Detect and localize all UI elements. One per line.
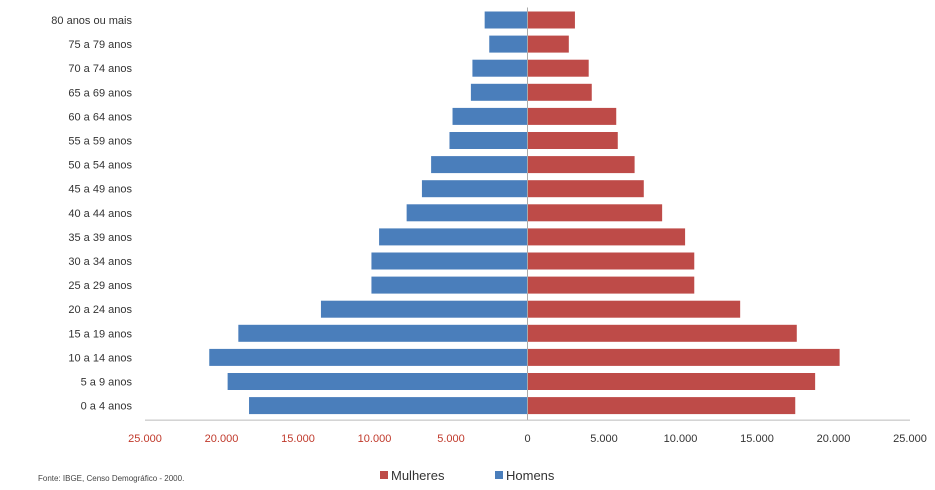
- bar-mulheres-14: [527, 348, 840, 366]
- bar-mulheres-1: [527, 35, 569, 53]
- x-axis-ticks: 25.000 20.000 15.000 10.000 5.000 0 5.000 10.00…: [128, 433, 927, 445]
- bar-homens-9: [379, 228, 528, 246]
- category-label-16: 0 a 4 anos: [81, 401, 133, 413]
- bar-mulheres-9: [527, 228, 686, 246]
- bar-homens-12: [320, 300, 528, 318]
- category-label-7: 45 a 49 anos: [68, 184, 132, 196]
- bar-mulheres-2: [527, 59, 589, 77]
- bar-homens-15: [227, 373, 528, 390]
- bar-mulheres-3: [527, 83, 592, 101]
- category-label-10: 30 a 34 anos: [68, 256, 132, 268]
- x-tick-label-8: 15.000: [740, 433, 774, 445]
- bar-homens-8: [406, 204, 528, 222]
- legend-homens-swatch: [495, 471, 503, 479]
- x-tick-label-7: 10.000: [664, 433, 698, 445]
- source-note: Fonte: IBGE, Censo Demográfico - 2000.: [38, 474, 185, 483]
- bar-mulheres-0: [527, 11, 575, 29]
- age-group-labels: 80 anos ou mais 75 a 79 anos 70 a 74 anos 6…: [51, 15, 132, 413]
- bar-mulheres-11: [527, 276, 695, 294]
- bar-homens-6: [431, 156, 528, 174]
- legend-homens-label: Homens: [506, 468, 555, 483]
- bar-homens-7: [421, 180, 528, 198]
- category-label-4: 60 a 64 anos: [68, 111, 132, 123]
- chart-legend: Mulheres Homens: [380, 468, 555, 483]
- category-label-8: 40 a 44 anos: [68, 208, 132, 220]
- category-label-6: 50 a 54 anos: [68, 160, 132, 172]
- mulheres-bars: [527, 11, 840, 415]
- category-label-2: 70 a 74 anos: [68, 63, 132, 75]
- bar-mulheres-15: [527, 373, 816, 390]
- x-tick-label-6: 5.000: [590, 433, 618, 445]
- bar-homens-2: [472, 59, 528, 77]
- category-label-3: 65 a 69 anos: [68, 87, 132, 99]
- legend-mulheres-swatch: [380, 471, 388, 479]
- legend-mulheres-label: Mulheres: [391, 468, 445, 483]
- bar-homens-5: [449, 132, 528, 149]
- x-tick-label-5: 0: [524, 433, 530, 445]
- category-label-0: 80 anos ou mais: [51, 15, 132, 27]
- x-tick-label-9: 20.000: [817, 433, 851, 445]
- bar-homens-1: [489, 35, 528, 53]
- bar-mulheres-6: [527, 156, 635, 174]
- category-label-9: 35 a 39 anos: [68, 232, 132, 244]
- x-tick-label-3: 10.000: [358, 433, 392, 445]
- x-tick-label-1: 20.000: [205, 433, 239, 445]
- x-tick-label-4: 5.000: [437, 433, 465, 445]
- bar-homens-4: [452, 107, 528, 125]
- bar-homens-11: [371, 276, 528, 294]
- bar-mulheres-7: [527, 180, 644, 198]
- x-tick-label-2: 15.000: [281, 433, 315, 445]
- bar-homens-13: [238, 324, 528, 342]
- bar-mulheres-16: [527, 397, 796, 415]
- bar-homens-3: [470, 83, 528, 101]
- bar-homens-10: [371, 252, 528, 270]
- bar-mulheres-8: [527, 204, 663, 222]
- bar-mulheres-10: [527, 252, 695, 270]
- bar-homens-0: [484, 11, 528, 29]
- bar-homens-14: [209, 348, 528, 366]
- category-label-11: 25 a 29 anos: [68, 280, 132, 292]
- homens-bars: [209, 11, 528, 415]
- category-label-15: 5 a 9 anos: [81, 377, 133, 389]
- bar-mulheres-12: [527, 300, 741, 318]
- category-label-12: 20 a 24 anos: [68, 304, 132, 316]
- category-label-1: 75 a 79 anos: [68, 39, 132, 51]
- category-label-14: 10 a 14 anos: [68, 352, 132, 364]
- bar-homens-16: [249, 397, 528, 415]
- category-label-5: 55 a 59 anos: [68, 136, 132, 148]
- x-tick-label-0: 25.000: [128, 433, 162, 445]
- bar-mulheres-13: [527, 324, 797, 342]
- x-tick-label-10: 25.000: [893, 433, 927, 445]
- category-label-13: 15 a 19 anos: [68, 328, 132, 340]
- bar-mulheres-5: [527, 132, 618, 149]
- bar-mulheres-4: [527, 107, 617, 125]
